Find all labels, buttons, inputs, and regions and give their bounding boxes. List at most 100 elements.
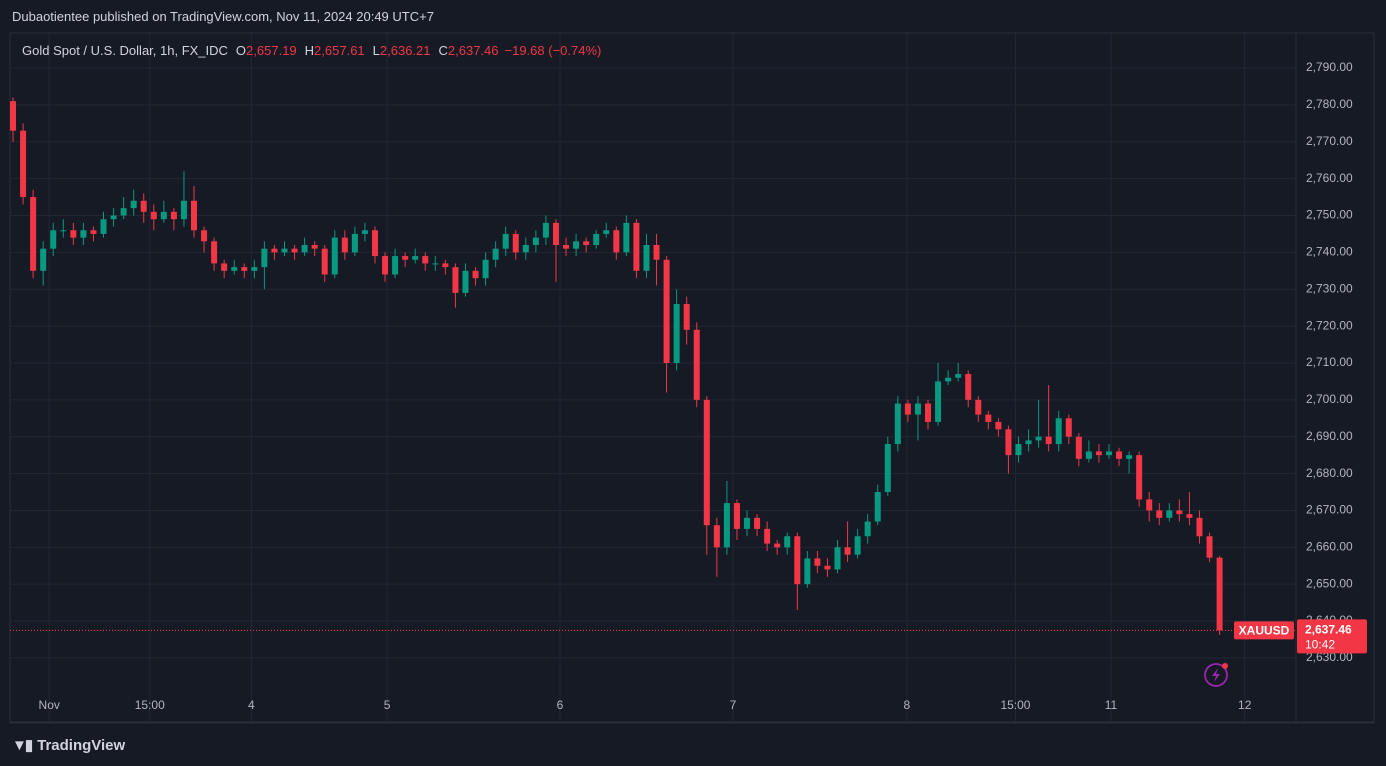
x-tick-label: 11 <box>1105 698 1118 712</box>
candle-body <box>281 248 288 253</box>
legend-value: 2,657.61 <box>314 43 365 58</box>
x-tick-label: 4 <box>248 698 255 712</box>
alert-icon[interactable] <box>1204 663 1228 687</box>
candle-body <box>351 233 358 253</box>
x-tick-label: 12 <box>1238 698 1252 712</box>
y-tick-label: 2,760.00 <box>1306 171 1353 185</box>
candle-body <box>653 244 660 260</box>
candle-body <box>492 248 499 260</box>
legend-value: 2,637.46 <box>447 43 499 58</box>
candle-body <box>904 403 911 415</box>
candle-body <box>60 230 67 232</box>
candle-body <box>1095 451 1102 456</box>
legend-key: C <box>438 43 448 58</box>
publisher-header: Dubaotientee published on TradingView.co… <box>12 9 434 24</box>
symbol-tag <box>1234 621 1294 640</box>
candle-body <box>100 219 107 234</box>
candle-body <box>703 399 710 526</box>
y-tick-label: 2,720.00 <box>1306 318 1353 332</box>
x-tick-label: 6 <box>557 698 564 712</box>
y-tick-label: 2,690.00 <box>1306 429 1353 443</box>
legend-value: 2,636.21 <box>379 43 431 58</box>
y-tick-label: 2,670.00 <box>1306 503 1353 517</box>
candle-body <box>643 244 650 271</box>
candle-body <box>1085 451 1092 459</box>
candle-body <box>70 230 77 238</box>
candle-body <box>532 237 539 245</box>
candle-body <box>140 200 147 212</box>
candle-body <box>1146 499 1153 511</box>
candle-body <box>482 259 489 279</box>
candle-body <box>814 558 821 566</box>
grid <box>10 33 1295 722</box>
candle-body <box>291 248 298 253</box>
candle-body <box>1206 536 1213 558</box>
candle-body <box>522 244 529 253</box>
legend: Gold Spot / U.S. Dollar, 1h, FX_IDC O2,65… <box>22 43 601 58</box>
y-tick-label: 2,770.00 <box>1306 134 1353 148</box>
candle-body <box>985 414 992 422</box>
candle-body <box>965 374 972 400</box>
candle-body <box>50 230 57 249</box>
candle-body <box>1186 514 1193 518</box>
candle-body <box>1176 510 1183 515</box>
x-tick-label: Nov <box>39 698 60 712</box>
candle-body <box>261 248 268 268</box>
candle-body <box>120 208 127 216</box>
candle-body <box>542 222 549 238</box>
y-tick-label: 2,650.00 <box>1306 576 1353 590</box>
brand-logo[interactable]: ▼▮ TradingView <box>12 736 125 754</box>
candle-body <box>884 444 891 493</box>
candle-body <box>1015 444 1022 456</box>
candle-body <box>20 130 27 198</box>
candle-body <box>1166 510 1173 518</box>
y-tick-label: 2,710.00 <box>1306 355 1353 369</box>
candle-body <box>834 547 841 570</box>
candle-body <box>221 263 228 271</box>
brand-name: TradingView <box>37 737 126 754</box>
candle-body <box>371 230 378 257</box>
candle-body <box>683 303 690 330</box>
candle-body <box>1136 455 1143 500</box>
y-tick-label: 2,740.00 <box>1306 245 1353 259</box>
legend-key: L <box>372 43 380 58</box>
candle-body <box>844 547 851 555</box>
price-tag-label: 2,637.46 <box>1305 623 1352 637</box>
candle-body <box>583 241 590 245</box>
y-tick-label: 2,750.00 <box>1306 208 1353 222</box>
candle-body <box>150 211 157 220</box>
candle-body <box>512 233 519 253</box>
candle-body <box>1196 517 1203 537</box>
logo-mark: ▼▮ <box>12 737 33 754</box>
candle-body <box>794 536 801 585</box>
candle-body <box>472 270 479 279</box>
candle-body <box>914 403 921 415</box>
candle-body <box>241 267 248 271</box>
candle-body <box>301 244 308 253</box>
candle-body <box>331 237 338 275</box>
candle-body <box>502 233 509 249</box>
x-tick-label: 15:00 <box>135 698 165 712</box>
candle-body <box>30 197 37 271</box>
candle-body <box>341 237 348 253</box>
candle-body <box>392 256 399 275</box>
candle-body <box>251 267 258 271</box>
candle-body <box>170 211 177 220</box>
symbol-title: Gold Spot / U.S. Dollar, 1h, FX_IDC <box>22 43 228 58</box>
candle-body <box>1055 418 1062 445</box>
candle-body <box>894 403 901 445</box>
candle-body <box>804 558 811 585</box>
y-tick-label: 2,680.00 <box>1306 466 1353 480</box>
candle-body <box>130 200 137 209</box>
y-tick-label: 2,790.00 <box>1306 60 1353 74</box>
candle-body <box>784 536 791 548</box>
candle-body <box>935 381 942 422</box>
candle-body <box>925 403 932 422</box>
candle-body <box>10 101 17 131</box>
y-tick-label: 2,730.00 <box>1306 281 1353 295</box>
candle-body <box>613 230 620 253</box>
candle-body <box>573 241 580 249</box>
candle-body <box>180 200 187 220</box>
